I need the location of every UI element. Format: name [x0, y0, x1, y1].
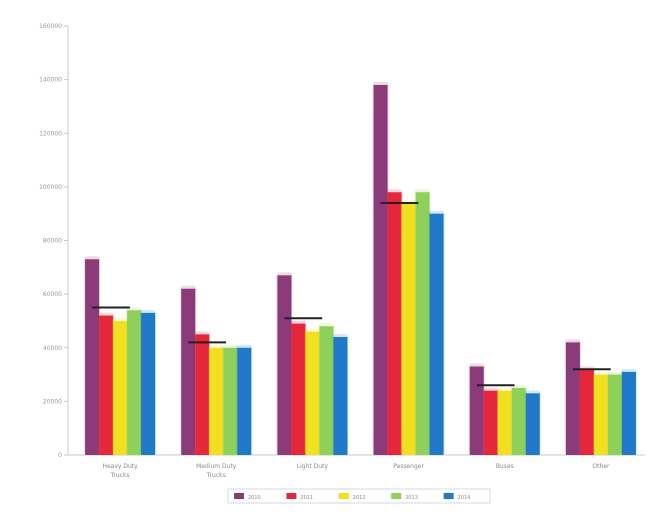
bar-2013-0 [127, 310, 142, 455]
axes: 0 20000 40000 60000 80000 100000 120000 140000 1… [39, 23, 645, 479]
legend-label: 2012 [353, 495, 366, 501]
category-label: Heavy Duty Trucks [102, 463, 138, 479]
category-label: Buses [496, 463, 514, 470]
bar-2012-2 [305, 331, 320, 455]
y-tick-label: 80000 [43, 238, 62, 245]
bar-2011-4 [483, 390, 498, 455]
category-label: Other [592, 463, 610, 470]
category-label-line: Buses [496, 463, 514, 470]
bar-2011-5 [579, 369, 594, 455]
legend-label: 2013 [405, 495, 418, 501]
bar-2012-5 [593, 374, 608, 455]
y-tick-label: 40000 [43, 345, 62, 352]
legend-swatch [234, 493, 244, 499]
bar-2011-3 [387, 192, 402, 456]
bar-2012-0 [113, 320, 128, 455]
y-tick-label: 140000 [39, 77, 62, 84]
bar-2014-5 [621, 371, 636, 455]
category-label: Medium Duty Trucks [196, 463, 237, 479]
legend-label: 2011 [300, 495, 313, 501]
bar-2012-4 [497, 390, 512, 455]
bar-2011-0 [99, 315, 114, 455]
bar-2013-5 [607, 374, 622, 455]
legend-swatch [338, 493, 349, 499]
bar-2014-2 [333, 337, 348, 455]
category-label-line: Light Duty [297, 463, 329, 470]
bar-2010-3 [373, 84, 388, 456]
bar-2013-3 [415, 192, 430, 456]
category-label-line: Trucks [206, 472, 226, 479]
legend-label: 2014 [458, 495, 471, 501]
category-label: Light Duty [297, 463, 329, 470]
legend-label: 2010 [248, 495, 261, 501]
y-tick-label: 160000 [39, 23, 62, 30]
category-label-line: Heavy Duty [102, 463, 138, 470]
y-tick-label: 20000 [43, 398, 62, 405]
bar-2014-4 [525, 393, 540, 455]
legend-box [227, 488, 491, 504]
legend: 2010 2011 2012 2013 2014 [227, 488, 491, 504]
bar-2014-0 [141, 312, 156, 455]
bar-2014-1 [237, 347, 252, 455]
bar-2010-5 [565, 342, 580, 455]
bar-2010-4 [469, 366, 484, 455]
bar-2010-0 [85, 259, 100, 455]
bar-2012-3 [401, 202, 416, 455]
category-label-line: Other [592, 463, 610, 470]
y-tick-label: 120000 [39, 130, 62, 137]
legend-swatch [443, 493, 454, 499]
bar-2011-2 [291, 323, 306, 455]
category-label: Passenger [393, 463, 424, 470]
category-label-line: Medium Duty [196, 463, 237, 470]
category-label-line: Passenger [393, 463, 424, 470]
legend-swatch [286, 493, 297, 499]
bar-2012-1 [209, 347, 224, 455]
bars [84, 81, 637, 456]
y-tick-label: 60000 [43, 291, 62, 298]
legend-swatch [391, 493, 402, 499]
bar-2010-2 [277, 275, 292, 455]
bar-2013-4 [511, 387, 526, 455]
bar-2013-1 [223, 347, 238, 455]
bar-2014-3 [429, 213, 444, 455]
bar-2013-2 [319, 326, 334, 455]
bar-2011-1 [195, 334, 210, 455]
bar-2010-1 [181, 288, 196, 455]
y-tick-label: 0 [58, 452, 62, 459]
y-tick-label: 100000 [39, 184, 62, 191]
category-label-line: Trucks [110, 472, 130, 479]
